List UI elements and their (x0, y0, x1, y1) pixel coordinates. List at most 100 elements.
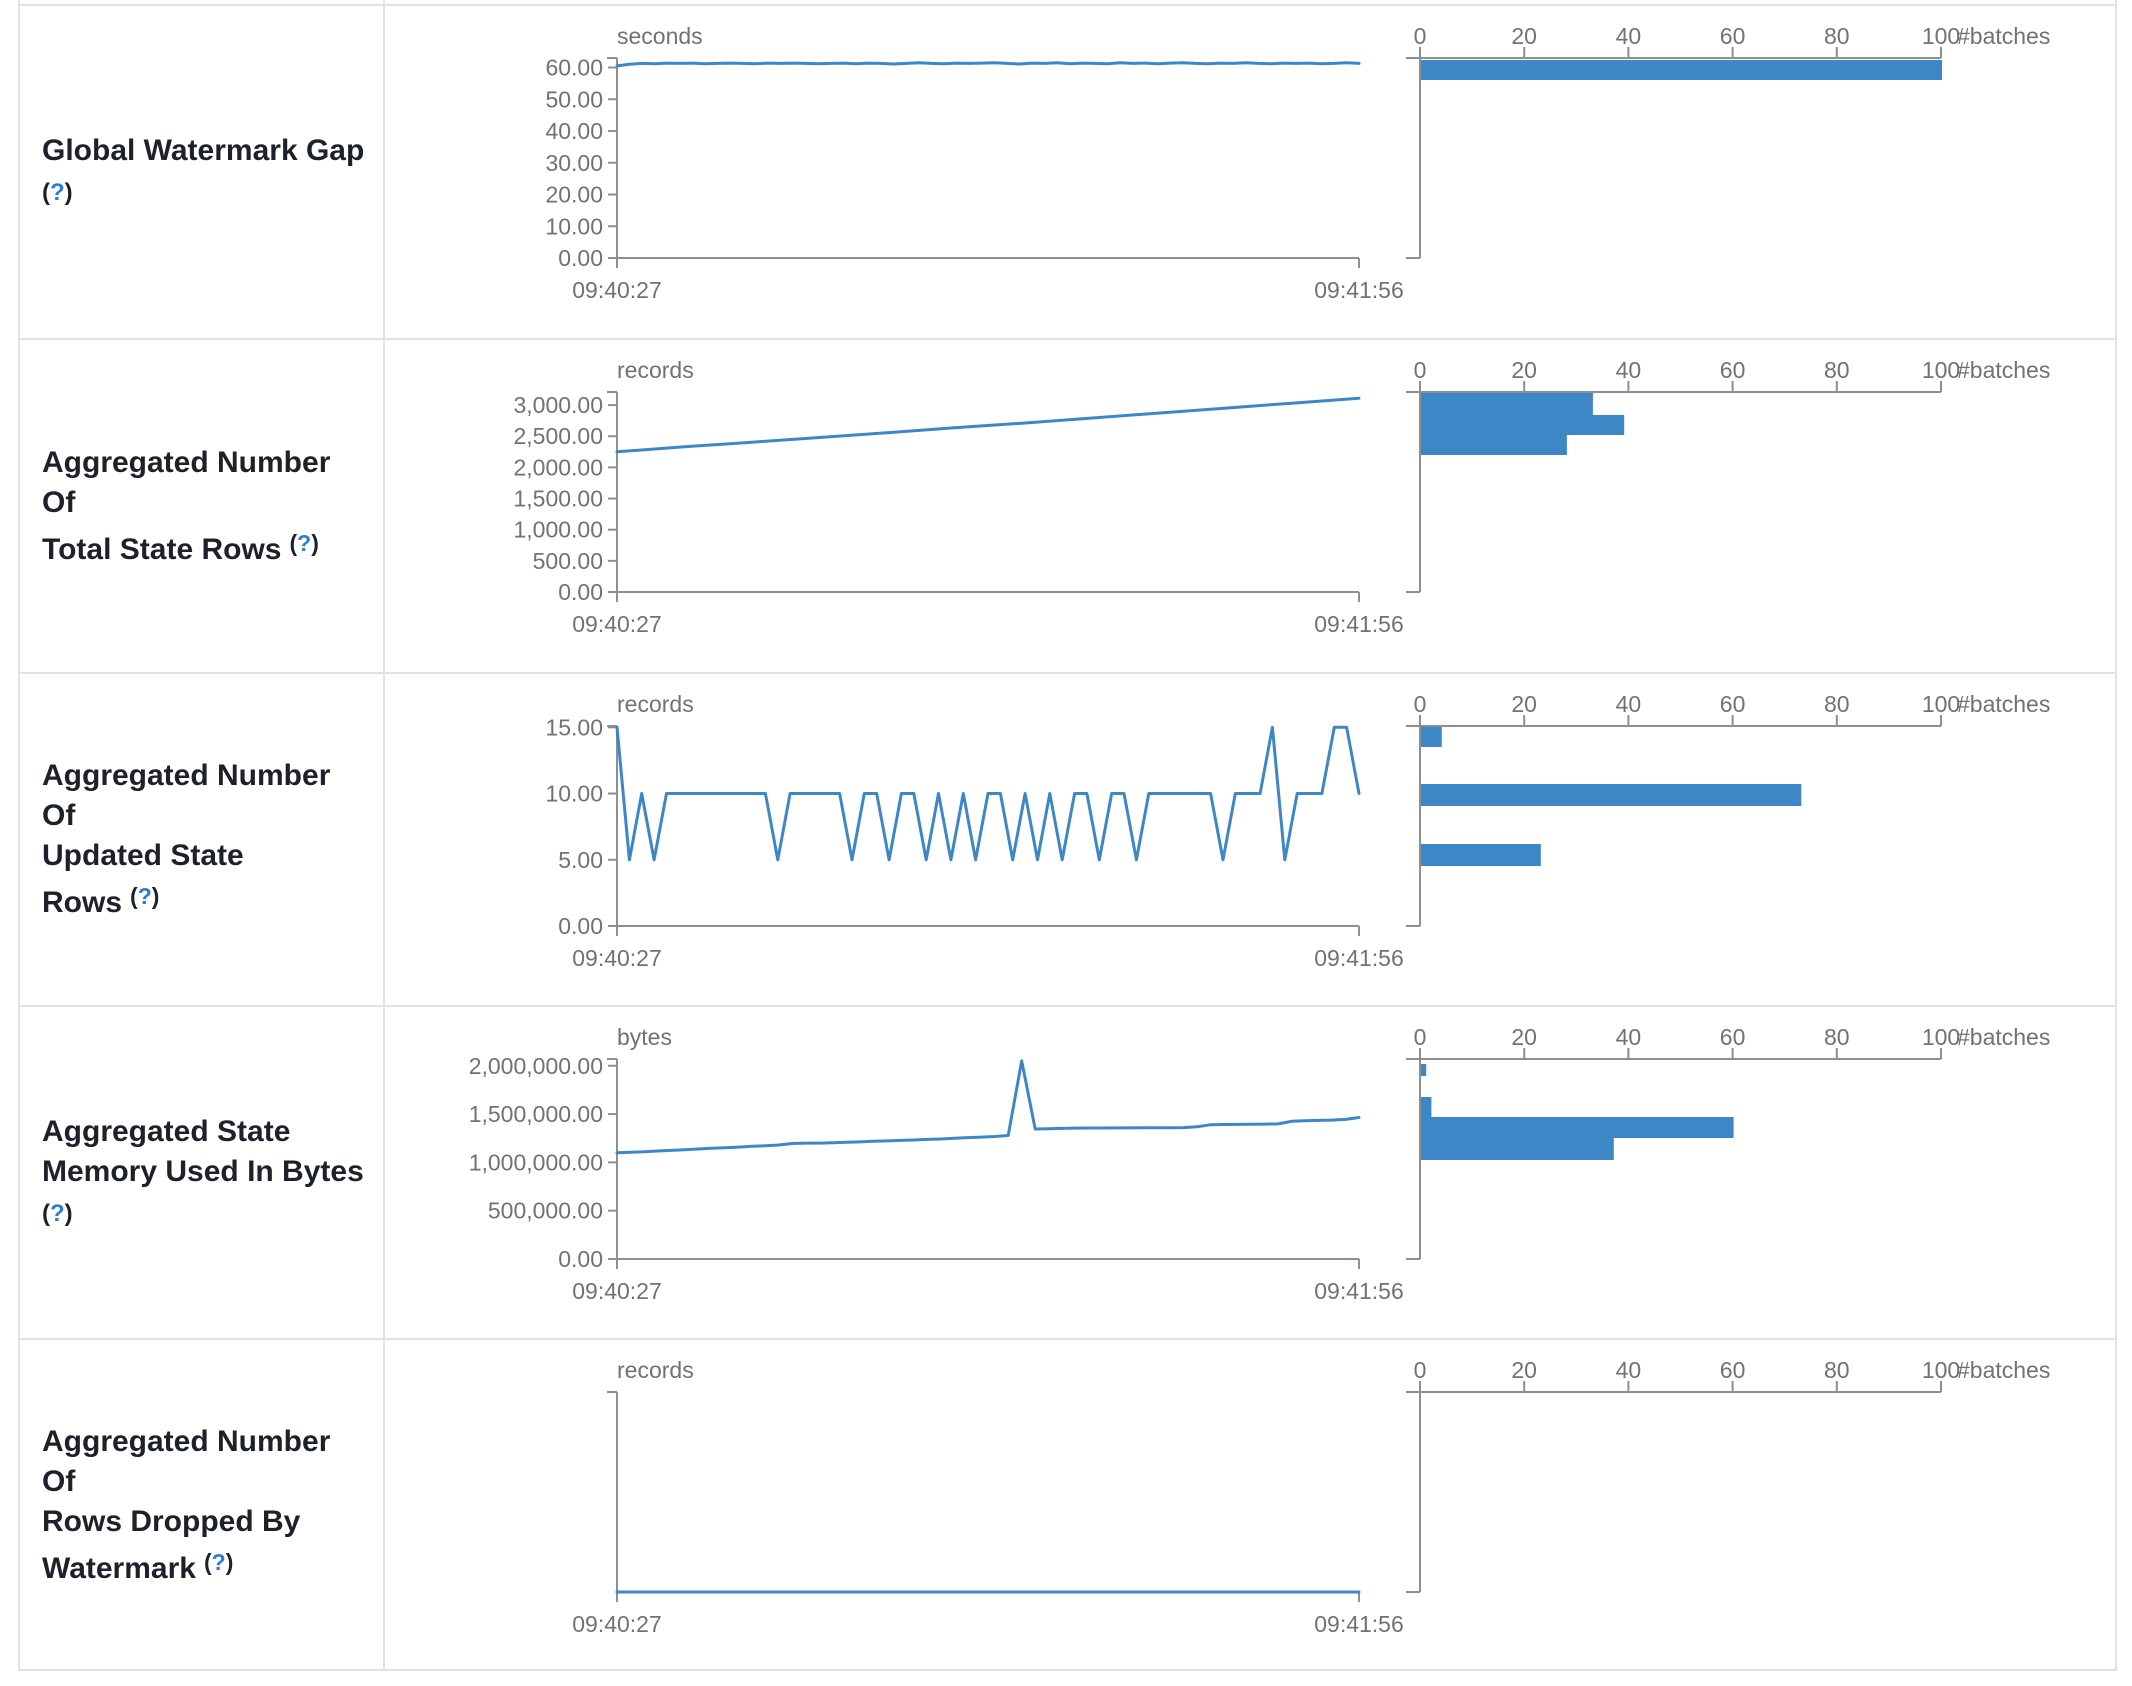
timeline-y-tick-label: 50.00 (545, 86, 603, 112)
help-paren: ( (42, 179, 50, 206)
help-paren: ( (42, 1199, 50, 1227)
histogram-bar (1421, 1117, 1734, 1138)
metric-charts-svg: records 0.00 500.00 1,000.00 1,500.00 2,000.0… (513, 357, 2050, 637)
metric-label: Aggregated Number Of Updated State Rows(… (20, 756, 383, 923)
timeline-y-tick-label: 15.00 (545, 714, 603, 740)
timeline-y-tick-label: 2,000,000.00 (469, 1053, 603, 1079)
help-paren: ) (225, 1549, 234, 1575)
help-paren: ) (311, 529, 319, 556)
histogram-unit-label: #batches (1957, 1357, 2050, 1383)
histogram-unit-label: #batches (1957, 691, 2050, 717)
histogram-x-tick-label: 40 (1616, 357, 1642, 383)
help-paren: ( (289, 529, 298, 556)
timeline-y-tick-label: 0.00 (558, 913, 603, 939)
histogram-x-tick-label: 0 (1414, 691, 1427, 717)
timeline-x-tick-label: 09:41:56 (1314, 611, 1404, 637)
histogram-bar (1421, 844, 1541, 866)
timeline-x-tick-label: 09:41:56 (1314, 1611, 1404, 1637)
timeline-y-tick-label: 1,000,000.00 (469, 1149, 603, 1175)
timeline-series-line (615, 725, 1361, 862)
histogram-x-tick-label: 0 (1414, 1024, 1427, 1050)
timeline-y-tick-label: 500,000.00 (488, 1198, 603, 1224)
histogram-x-tick-label: 40 (1616, 23, 1642, 49)
histogram-x-tick-label: 0 (1414, 23, 1427, 49)
metric-label-line: Watermark (42, 1552, 196, 1585)
table-border-stub (2115, 0, 2117, 4)
metric-label-line: Aggregated State (42, 1114, 291, 1148)
histogram-bar (1421, 393, 1593, 415)
histogram-bar (1421, 1138, 1614, 1160)
histogram-x-tick-label: 80 (1824, 1024, 1850, 1050)
histogram-bar (1421, 435, 1567, 455)
histogram-bar (1421, 784, 1802, 806)
histogram-x-tick-label: 0 (1414, 357, 1427, 383)
metric-row-rows-dropped-by-watermark: Aggregated Number Of Rows Dropped By Wat… (20, 1340, 2115, 1671)
timeline-y-tick-label: 0.00 (558, 579, 603, 605)
histogram-x-tick-label: 20 (1511, 1024, 1537, 1050)
timeline-x-tick-label: 09:41:56 (1314, 277, 1404, 303)
histogram-x-tick-label: 100 (1922, 1357, 1960, 1383)
histogram-x-tick-label: 80 (1824, 23, 1850, 49)
histogram-x-tick-label: 0 (1414, 1357, 1427, 1383)
metric-charts-cell: seconds 0.00 10.00 20.00 30.00 40.00 50.00 60.0… (385, 6, 2115, 338)
help-link[interactable]: ? (50, 179, 65, 206)
timeline-y-tick-label: 1,000.00 (513, 517, 603, 543)
metric-label-line: Aggregated Number Of (42, 445, 331, 519)
histogram-x-tick-label: 100 (1922, 1024, 1960, 1050)
histogram-x-tick-label: 40 (1616, 1357, 1642, 1383)
timeline-series-line (615, 1059, 1361, 1155)
histogram-x-tick-label: 40 (1616, 691, 1642, 717)
metric-label: Aggregated State Memory Used In Bytes (?… (20, 1112, 378, 1234)
timeline-y-tick-label: 0.00 (558, 245, 603, 271)
statistics-table: Global Watermark Gap (?) seconds 0.00 10.0… (18, 4, 2117, 1671)
metric-row-total-state-rows: Aggregated Number Of Total State Rows (?)… (20, 340, 2115, 674)
histogram-x-tick-label: 60 (1720, 1357, 1746, 1383)
help-badge: (?) (130, 883, 159, 909)
histogram-x-tick-label: 100 (1922, 357, 1960, 383)
help-paren: ) (64, 179, 73, 206)
timeline-series-line (615, 396, 1361, 454)
metric-charts-cell: bytes 0.00 500,000.00 1,000,000.00 1,500,000… (385, 1007, 2115, 1338)
timeline-unit-label: seconds (617, 23, 703, 49)
metric-label-cell: Global Watermark Gap (?) (20, 6, 385, 338)
metric-label-line: Aggregated Number Of (42, 1425, 331, 1498)
histogram-x-tick-label: 20 (1511, 357, 1537, 383)
timeline-y-tick-label: 20.00 (545, 182, 603, 208)
timeline-x-tick-label: 09:40:27 (572, 1278, 662, 1304)
timeline-unit-label: records (617, 1357, 694, 1383)
timeline-x-tick-label: 09:41:56 (1314, 945, 1404, 971)
histogram-bar (1421, 415, 1625, 435)
help-badge: (?) (289, 530, 318, 556)
histogram-x-tick-label: 60 (1720, 23, 1746, 49)
histogram-x-tick-label: 60 (1720, 691, 1746, 717)
timeline-y-tick-label: 5.00 (558, 847, 603, 873)
timeline-y-tick-label: 2,000.00 (513, 454, 603, 480)
metric-label-cell: Aggregated State Memory Used In Bytes (?… (20, 1007, 385, 1338)
help-link[interactable]: ? (137, 883, 152, 909)
help-link[interactable]: ? (50, 1199, 65, 1227)
metric-row-global-watermark-gap: Global Watermark Gap (?) seconds 0.00 10.0… (20, 6, 2115, 340)
histogram-x-tick-label: 80 (1824, 1357, 1850, 1383)
histogram-x-tick-label: 80 (1824, 691, 1850, 717)
metric-charts-svg: seconds 0.00 10.00 20.00 30.00 40.00 50.00 60.0… (545, 23, 2050, 303)
histogram-x-tick-label: 60 (1720, 357, 1746, 383)
histogram-bar (1421, 1097, 1432, 1117)
histogram-x-tick-label: 100 (1922, 23, 1960, 49)
timeline-y-tick-label: 10.00 (545, 213, 603, 239)
timeline-y-tick-label: 1,500.00 (513, 486, 603, 512)
metric-label-line: Aggregated Number Of (42, 759, 331, 832)
metric-label-line: Total State Rows (42, 532, 282, 566)
metric-label-cell: Aggregated Number Of Total State Rows (?) (20, 340, 385, 672)
help-link[interactable]: ? (211, 1549, 226, 1575)
help-link[interactable]: ? (297, 529, 312, 556)
help-paren: ) (151, 883, 160, 909)
histogram-x-tick-label: 80 (1824, 357, 1850, 383)
help-badge: (?) (42, 1194, 364, 1234)
histogram-x-tick-label: 100 (1922, 691, 1960, 717)
histogram-unit-label: #batches (1957, 357, 2050, 383)
timeline-y-tick-label: 10.00 (545, 781, 603, 807)
timeline-y-tick-label: 40.00 (545, 118, 603, 144)
metric-label: Aggregated Number Of Rows Dropped By Wat… (20, 1422, 383, 1589)
metric-charts-svg: records 0.00 5.00 10.00 15.00 09:40:27 09:41:5… (545, 691, 2050, 971)
